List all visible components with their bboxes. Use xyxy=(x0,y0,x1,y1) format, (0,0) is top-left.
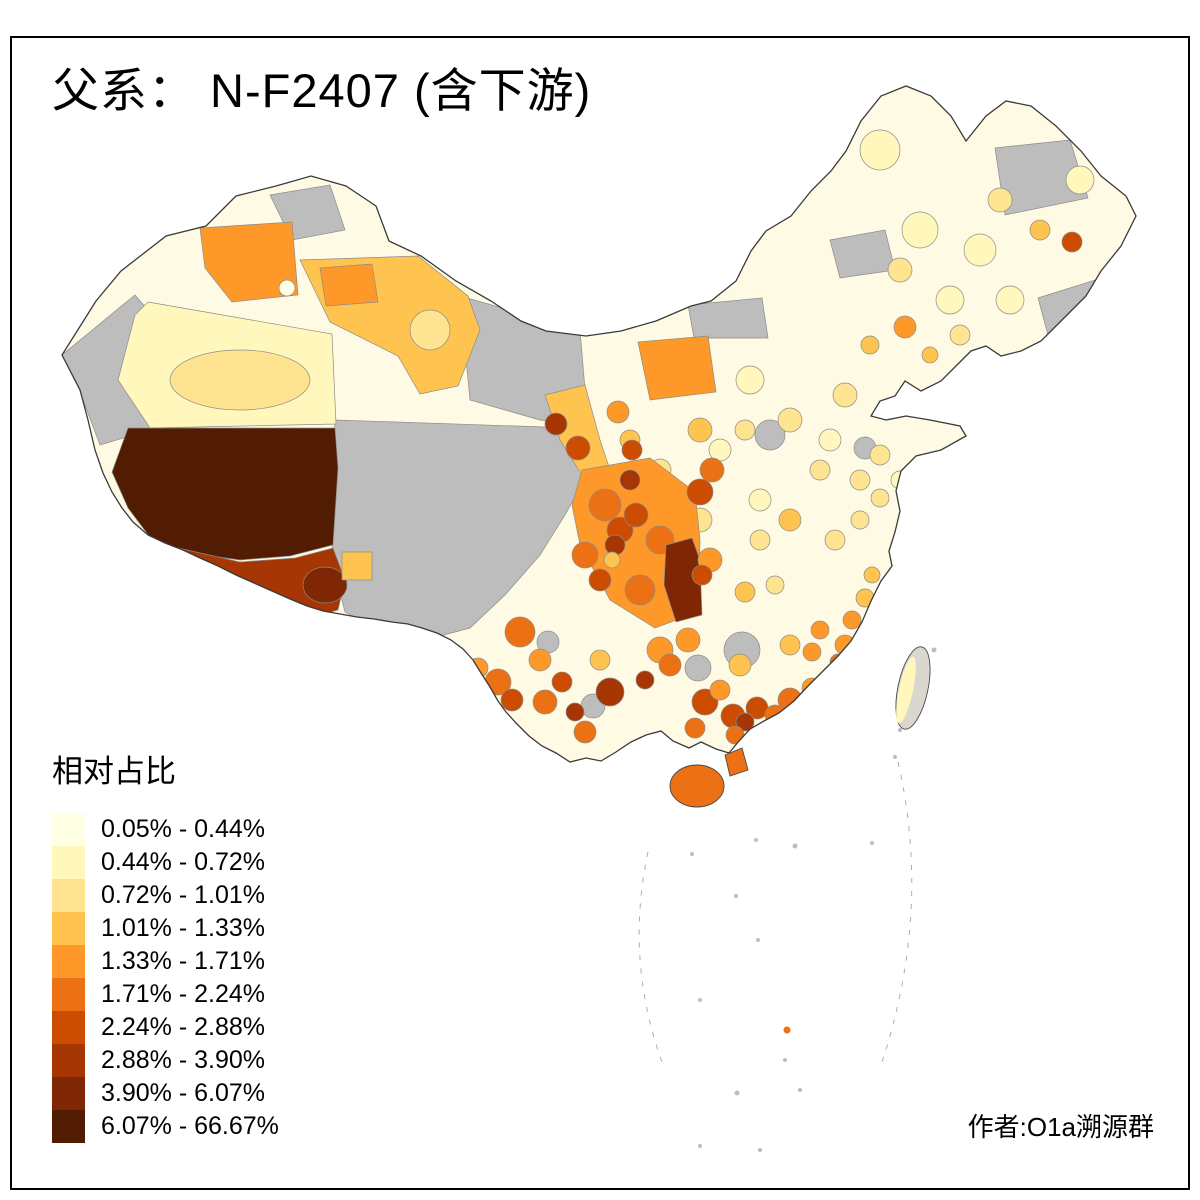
legend-swatch xyxy=(52,912,85,945)
region-hainan xyxy=(669,747,749,808)
region-taiwan xyxy=(895,646,931,730)
legend-row: 1.71% - 2.24% xyxy=(52,978,279,1011)
legend-swatch xyxy=(52,1044,85,1077)
no-data-regions xyxy=(62,139,1113,719)
sea-islands xyxy=(690,647,937,1152)
legend-label: 6.07% - 66.67% xyxy=(101,1112,279,1140)
legend-row: 1.01% - 1.33% xyxy=(52,912,279,945)
legend: 相对占比 0.05% - 0.44% 0.44% - 0.72% 0.72% - 1… xyxy=(52,746,279,1143)
legend-title: 相对占比 xyxy=(52,754,176,789)
legend-row: 0.44% - 0.72% xyxy=(52,846,279,879)
legend-label: 2.24% - 2.88% xyxy=(101,1013,265,1041)
legend-row: 3.90% - 6.07% xyxy=(52,1077,279,1110)
legend-swatch xyxy=(52,1110,85,1143)
legend-swatch xyxy=(52,978,85,1011)
legend-label: 2.88% - 3.90% xyxy=(101,1046,265,1074)
legend-label: 0.72% - 1.01% xyxy=(101,881,265,909)
legend-row: 6.07% - 66.67% xyxy=(52,1110,279,1143)
legend-swatch xyxy=(52,945,85,978)
legend-rows: 0.05% - 0.44% 0.44% - 0.72% 0.72% - 1.01% 1… xyxy=(52,813,279,1143)
legend-row: 1.33% - 1.71% xyxy=(52,945,279,978)
legend-row: 2.24% - 2.88% xyxy=(52,1011,279,1044)
author-credit: 作者:O1a溯源群 xyxy=(967,1112,1154,1142)
legend-swatch xyxy=(52,846,85,879)
china-outline xyxy=(61,85,1137,763)
region-sichuan-chongqing xyxy=(571,457,725,629)
region-tibet xyxy=(111,427,373,619)
map-title: 父系： N-F2407 (含下游) xyxy=(52,64,592,117)
region-yunnan-guizhou xyxy=(467,616,701,744)
legend-label: 3.90% - 6.07% xyxy=(101,1079,265,1107)
legend-label: 1.01% - 1.33% xyxy=(101,914,265,942)
legend-swatch xyxy=(52,1011,85,1044)
region-central-south xyxy=(691,547,830,677)
legend-label: 0.05% - 0.44% xyxy=(101,815,265,843)
region-xinjiang xyxy=(117,221,481,429)
legend-row: 2.88% - 3.90% xyxy=(52,1044,279,1077)
legend-label: 1.33% - 1.71% xyxy=(101,947,265,975)
legend-swatch xyxy=(52,879,85,912)
legend-swatch xyxy=(52,813,85,846)
legend-label: 1.71% - 2.24% xyxy=(101,980,265,1008)
maritime-dashes xyxy=(638,761,913,1063)
legend-row: 0.05% - 0.44% xyxy=(52,813,279,846)
legend-row: 0.72% - 1.01% xyxy=(52,879,279,912)
region-northwest-corridor xyxy=(544,335,717,481)
region-northeast xyxy=(859,129,1095,364)
legend-label: 0.44% - 0.72% xyxy=(101,848,265,876)
legend-swatch xyxy=(52,1077,85,1110)
